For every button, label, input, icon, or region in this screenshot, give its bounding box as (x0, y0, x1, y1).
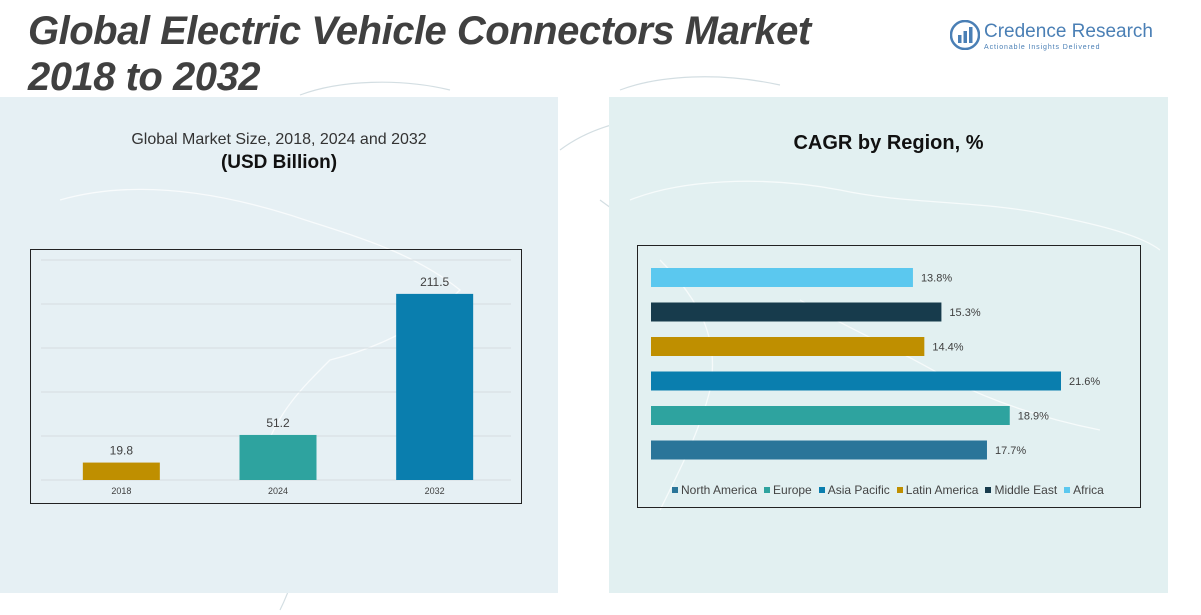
bar-middle-east (651, 302, 942, 322)
x-tick-label: 2018 (111, 486, 131, 496)
legend-item: Asia Pacific (818, 483, 890, 497)
cagr-chart-frame: 13.8% 15.3% 14.4% 21.6% 18.9% 17.7% (637, 245, 1141, 508)
bar-value-label: 15.3% (949, 307, 980, 319)
bar-value-label: 18.9% (1018, 411, 1049, 423)
page-title: Global Electric Vehicle Connectors Marke… (28, 8, 811, 100)
legend-swatch (985, 487, 992, 493)
bar-2032 (396, 293, 474, 480)
bar-north-america (651, 440, 987, 460)
legend-item: Middle East (985, 483, 1057, 497)
logo-tagline: Actionable Insights Delivered (984, 44, 1101, 51)
legend-item: Africa (1064, 483, 1104, 497)
legend-swatch (672, 487, 678, 493)
bar-value-label: 19.8 (110, 444, 134, 458)
left-chart-subtitle: Global Market Size, 2018, 2024 and 2032 (131, 131, 427, 148)
legend-label: Africa (1073, 483, 1104, 497)
bar-2024 (239, 434, 317, 480)
right-chart-title: CAGR by Region, % (793, 132, 984, 154)
bar-chart-logo-icon (950, 20, 980, 50)
bar-latin-america (651, 337, 925, 356)
legend-swatch (818, 487, 825, 493)
page-title-line1: Global Electric Vehicle Connectors Marke… (28, 9, 811, 53)
page-title-line2: 2018 to 2032 (28, 55, 260, 99)
bar-value-label: 211.5 (420, 275, 449, 289)
bar-asia-pacific (651, 371, 1061, 391)
legend-label: Latin America (905, 483, 979, 497)
bar-2018 (82, 462, 160, 480)
cagr-legend: North America Europe Asia Pacific Latin Ame… (672, 483, 1132, 497)
legend-swatch (896, 487, 903, 493)
bar-value-label: 13.8% (921, 273, 952, 285)
bar-value-label: 17.7% (995, 445, 1026, 457)
legend-label: Europe (773, 483, 812, 497)
legend-label: Middle East (994, 483, 1058, 497)
legend-swatch (1064, 487, 1071, 493)
legend-label: Asia Pacific (827, 483, 890, 497)
market-size-bar-chart: 19.8 2018 51.2 2024 211.5 2032 (41, 259, 511, 496)
legend-item: North America (672, 483, 757, 497)
bar-europe (651, 406, 1010, 425)
legend-item: Latin America (896, 483, 979, 497)
x-tick-label: 2032 (425, 486, 445, 496)
legend-item: Europe (764, 483, 812, 497)
left-chart-unit: (USD Billion) (220, 152, 338, 173)
credence-research-logo: Credence Research Actionable Insights De… (950, 20, 1153, 56)
market-size-chart-frame: 19.8 2018 51.2 2024 211.5 2032 (30, 249, 522, 504)
bar-africa (651, 268, 913, 287)
x-tick-label: 2024 (268, 486, 288, 496)
legend-swatch (764, 487, 771, 493)
bar-value-label: 51.2 (266, 416, 290, 430)
logo-name: Credence Research (984, 21, 1153, 42)
legend-label: North America (681, 483, 758, 497)
bar-value-label: 14.4% (932, 342, 963, 354)
bar-value-label: 21.6% (1069, 376, 1100, 388)
cagr-by-region-chart: 13.8% 15.3% 14.4% 21.6% 18.9% 17.7% (651, 268, 1100, 460)
